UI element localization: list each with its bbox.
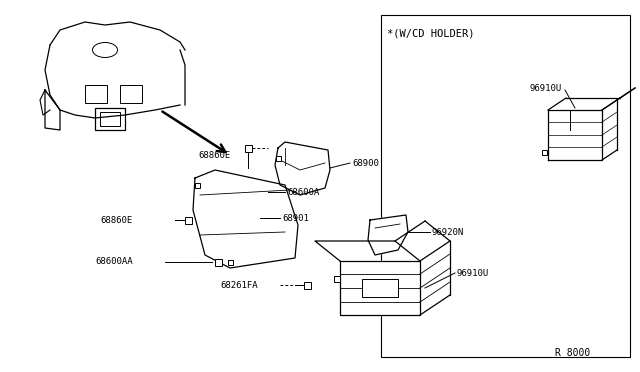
Bar <box>543 150 547 154</box>
Text: 68600AA: 68600AA <box>95 257 132 266</box>
Bar <box>95 108 125 130</box>
Text: R 8000: R 8000 <box>555 348 590 358</box>
Bar <box>227 260 232 264</box>
Bar <box>381 15 630 357</box>
Polygon shape <box>368 215 408 255</box>
Text: 96920N: 96920N <box>432 228 464 237</box>
Text: 68860E: 68860E <box>100 215 132 224</box>
Text: 68901: 68901 <box>282 214 309 222</box>
Bar <box>120 85 142 103</box>
Text: 68261FA: 68261FA <box>220 280 258 289</box>
Text: 68600A: 68600A <box>287 187 319 196</box>
Polygon shape <box>340 261 420 315</box>
Text: 96910U: 96910U <box>457 269 489 278</box>
Bar <box>334 276 340 282</box>
Bar <box>100 112 120 126</box>
Bar <box>244 144 252 151</box>
Polygon shape <box>275 142 330 195</box>
Polygon shape <box>193 170 298 268</box>
Text: 68860E: 68860E <box>198 151 230 160</box>
Bar <box>276 155 282 160</box>
Text: 68900: 68900 <box>352 158 379 167</box>
Bar <box>214 259 221 266</box>
Text: *(W/CD HOLDER): *(W/CD HOLDER) <box>387 29 474 39</box>
Bar <box>362 279 398 297</box>
Text: 96910U: 96910U <box>530 83 563 93</box>
Bar <box>305 282 312 289</box>
Bar <box>85 85 107 103</box>
Bar <box>195 183 200 187</box>
Bar <box>184 217 191 224</box>
